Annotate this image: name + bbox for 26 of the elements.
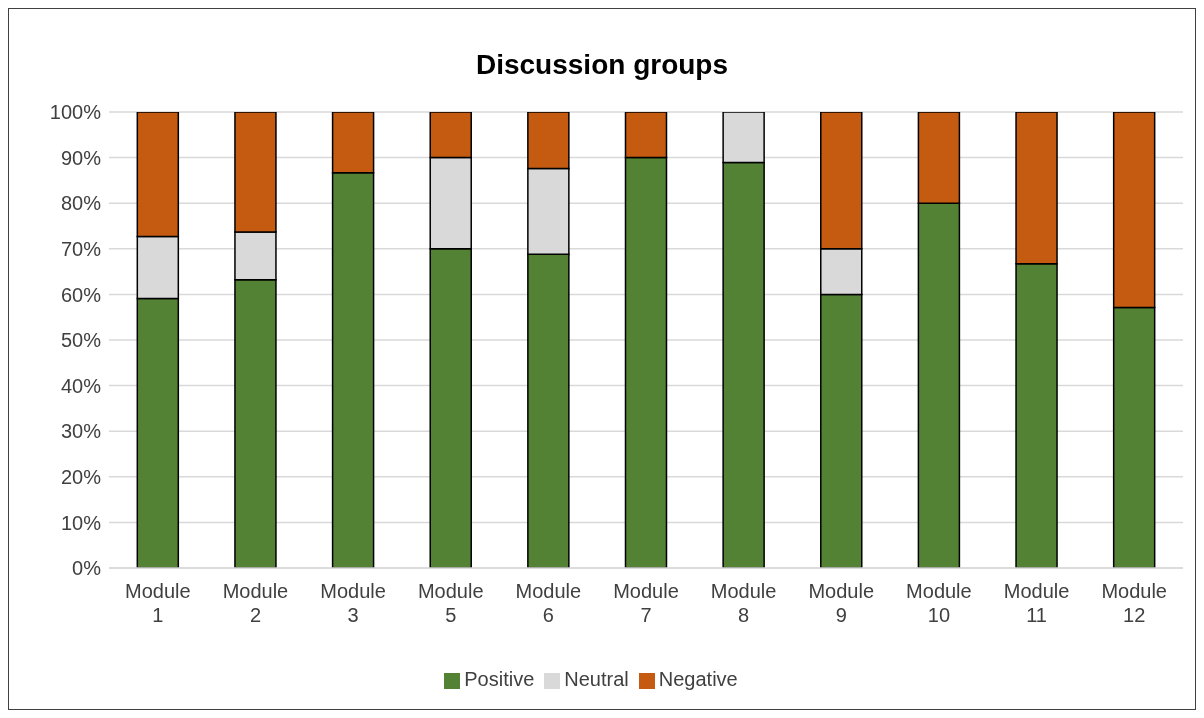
x-tick-label: Module 3 — [320, 580, 386, 626]
y-tick-label: 30% — [60, 420, 102, 443]
y-tick-label: 80% — [60, 192, 102, 215]
x-tick-label: Module 11 — [1003, 580, 1070, 626]
x-tick-label: Module 9 — [808, 580, 875, 626]
x-tick-label: Module 6 — [515, 580, 582, 626]
y-tick-label: 100% — [49, 101, 102, 124]
y-tick-label: 10% — [60, 511, 102, 534]
y-tick-label: 70% — [60, 237, 102, 260]
legend-label: Positive — [464, 668, 535, 690]
x-tick-label: Module 2 — [222, 580, 289, 626]
chart-title: Discussion groups — [474, 49, 729, 81]
legend-label: Negative — [658, 668, 738, 690]
x-tick-label: Module 7 — [613, 580, 679, 626]
x-tick-label: Module 5 — [417, 580, 484, 626]
y-tick-label: 90% — [60, 146, 102, 169]
x-tick-label: Module 10 — [906, 580, 972, 626]
x-tick-label: Module 8 — [710, 580, 777, 626]
x-tick-label: Module 1 — [125, 580, 191, 626]
y-tick-label: 0% — [72, 557, 102, 580]
y-tick-label: 60% — [60, 283, 102, 306]
legend-label: Neutral — [564, 668, 629, 690]
y-tick-label: 20% — [60, 465, 102, 488]
y-tick-label: 50% — [60, 329, 102, 352]
y-tick-label: 40% — [60, 374, 102, 397]
x-tick-label: Module 12 — [1101, 580, 1167, 626]
